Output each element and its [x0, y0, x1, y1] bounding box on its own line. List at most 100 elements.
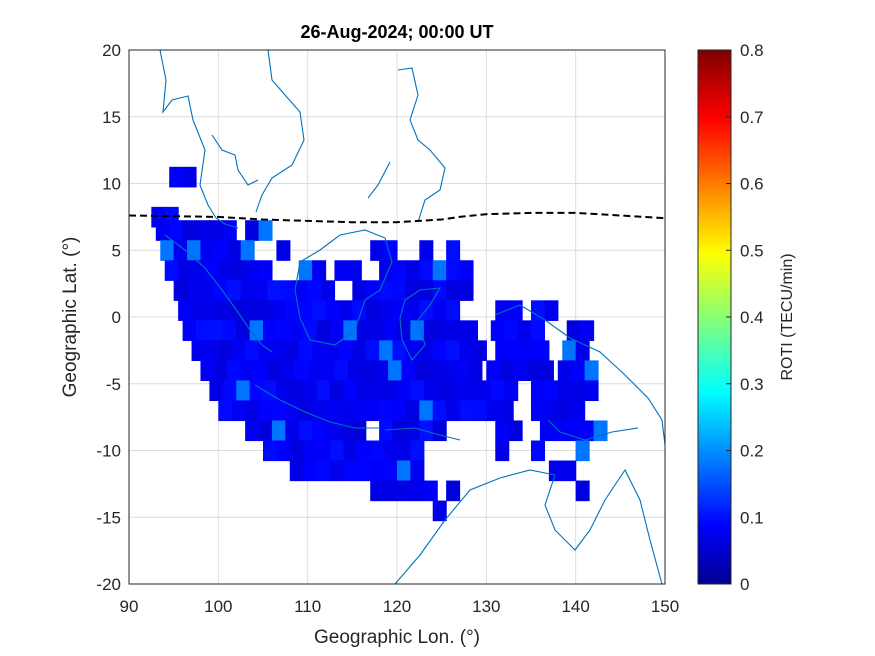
roti-cell [298, 340, 313, 361]
roti-cell [160, 240, 175, 261]
coastline-indochina [255, 50, 305, 213]
roti-cell [298, 400, 313, 422]
coastline-borneo [294, 229, 393, 346]
roti-cell [365, 300, 380, 321]
roti-cell [437, 380, 452, 402]
roti-cell [227, 280, 242, 301]
coastline-myanmar-thailand [159, 50, 239, 229]
roti-cell [222, 380, 237, 402]
coastline-new-guinea [494, 304, 665, 446]
roti-cell [446, 480, 461, 502]
roti-cell [294, 360, 309, 382]
roti-cell [365, 400, 380, 422]
colorbar-label: ROTI (TECU/min) [779, 253, 796, 380]
roti-cell [423, 320, 438, 341]
roti-cell [280, 360, 295, 382]
roti-cell [539, 360, 554, 382]
roti-cell [169, 220, 184, 241]
roti-cell [258, 420, 273, 442]
roti-cell [562, 460, 577, 482]
roti-cell [258, 300, 273, 321]
roti-cell [271, 420, 286, 442]
coastline-sulawesi [399, 287, 442, 361]
roti-cell [191, 300, 206, 321]
roti-cell [383, 460, 398, 482]
roti-cell [347, 360, 362, 382]
roti-cell [535, 340, 550, 361]
roti-cell [531, 440, 545, 462]
roti-cell [566, 320, 581, 341]
roti-cell [285, 300, 300, 321]
roti-cell [285, 420, 300, 442]
roti-cell [330, 460, 344, 482]
roti-cell [405, 280, 420, 301]
roti-cell [263, 320, 277, 341]
y-axis-label: Geographic Lat. (°) [60, 237, 81, 398]
y-tick-label: -20 [96, 575, 121, 594]
roti-cell [499, 360, 514, 382]
roti-cell [379, 400, 394, 422]
roti-cell [289, 320, 304, 341]
coastline-gulf-thailand [211, 134, 259, 186]
roti-cell [575, 440, 590, 462]
colorbar-tick-label: 0.6 [740, 175, 764, 194]
roti-cell [325, 300, 340, 321]
roti-cell [370, 320, 385, 341]
roti-cell [414, 360, 429, 382]
roti-cell [405, 300, 420, 321]
roti-cell [200, 360, 215, 382]
roti-cell [486, 400, 501, 422]
colorbar-tick-label: 0.3 [740, 375, 764, 394]
roti-cell [379, 260, 394, 281]
roti-cell [392, 260, 407, 281]
roti-cell [218, 260, 233, 281]
roti-cell [410, 380, 425, 402]
roti-cell [508, 420, 523, 442]
roti-cell [200, 240, 215, 261]
roti-cell [379, 300, 394, 321]
roti-cell [361, 360, 376, 382]
roti-cell [397, 460, 411, 482]
colorbar-ticks: 0 0.1 0.2 0.3 0.4 0.5 0.6 0.7 0.8 [726, 41, 764, 594]
roti-cell [374, 360, 389, 382]
roti-cell [566, 420, 581, 442]
colorbar-tick-label: 0 [740, 575, 749, 594]
roti-cell [450, 380, 465, 402]
roti-cell [218, 400, 233, 422]
roti-cell [231, 260, 246, 281]
roti-cell [343, 440, 358, 462]
roti-cell [312, 420, 327, 442]
roti-cell [325, 340, 340, 361]
roti-cell [397, 320, 411, 341]
roti-cell [508, 340, 523, 361]
roti-cell [495, 340, 510, 361]
plot-frame [128, 49, 666, 585]
roti-cell [276, 440, 291, 462]
roti-cell [405, 340, 420, 361]
roti-cell [316, 320, 331, 341]
roti-cell [495, 300, 510, 321]
roti-cell [428, 360, 443, 382]
roti-cell [231, 400, 246, 422]
coastline-lesser-sunda [384, 427, 461, 441]
roti-cell [352, 420, 367, 442]
roti-cell [307, 280, 322, 301]
roti-cell [423, 380, 438, 402]
chart-title: 26-Aug-2024; 00:00 UT [300, 22, 493, 42]
roti-cell [446, 300, 461, 321]
roti-cell [370, 480, 385, 502]
roti-cell [276, 320, 291, 341]
roti-cell [334, 260, 349, 281]
roti-cell [580, 320, 595, 341]
roti-cell [410, 480, 425, 502]
roti-cell [267, 360, 282, 382]
roti-cell [330, 380, 344, 402]
roti-cell [370, 460, 385, 482]
roti-cell [182, 220, 197, 241]
roti-cell [191, 260, 206, 281]
x-tick-label: 120 [383, 597, 411, 616]
y-tick-label: -15 [96, 508, 121, 527]
roti-cell [383, 320, 398, 341]
roti-cell [464, 380, 478, 402]
y-axis: 20 15 10 5 0 -5 -10 -15 -20 [96, 41, 121, 594]
